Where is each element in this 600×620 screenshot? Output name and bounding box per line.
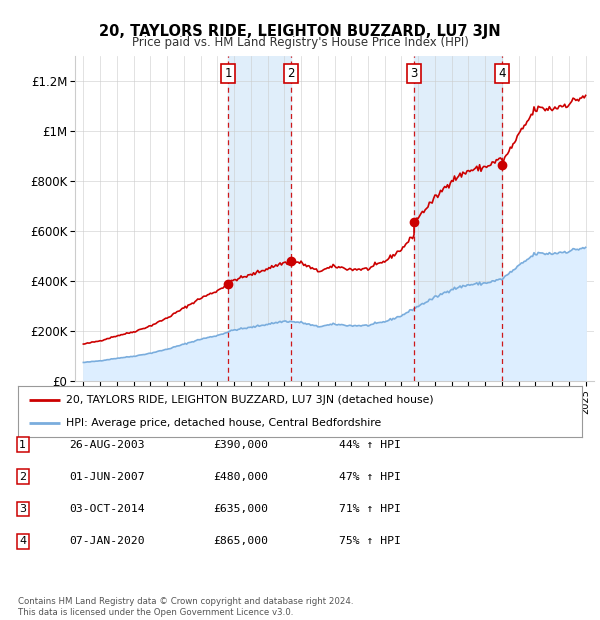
Text: 26-AUG-2003: 26-AUG-2003 bbox=[69, 440, 145, 450]
Text: Price paid vs. HM Land Registry's House Price Index (HPI): Price paid vs. HM Land Registry's House … bbox=[131, 36, 469, 49]
Text: 01-JUN-2007: 01-JUN-2007 bbox=[69, 472, 145, 482]
Text: 2: 2 bbox=[19, 472, 26, 482]
Text: 1: 1 bbox=[224, 67, 232, 80]
Text: 71% ↑ HPI: 71% ↑ HPI bbox=[339, 504, 401, 514]
Text: 07-JAN-2020: 07-JAN-2020 bbox=[69, 536, 145, 546]
Text: Contains HM Land Registry data © Crown copyright and database right 2024.
This d: Contains HM Land Registry data © Crown c… bbox=[18, 598, 353, 617]
Text: 3: 3 bbox=[410, 67, 418, 80]
Text: 20, TAYLORS RIDE, LEIGHTON BUZZARD, LU7 3JN: 20, TAYLORS RIDE, LEIGHTON BUZZARD, LU7 … bbox=[99, 24, 501, 38]
Text: 75% ↑ HPI: 75% ↑ HPI bbox=[339, 536, 401, 546]
Text: 44% ↑ HPI: 44% ↑ HPI bbox=[339, 440, 401, 450]
Text: £390,000: £390,000 bbox=[213, 440, 268, 450]
Text: 4: 4 bbox=[19, 536, 26, 546]
Bar bbox=[228, 56, 291, 381]
Text: 4: 4 bbox=[499, 67, 506, 80]
Text: HPI: Average price, detached house, Central Bedfordshire: HPI: Average price, detached house, Cent… bbox=[66, 418, 381, 428]
Text: 20, TAYLORS RIDE, LEIGHTON BUZZARD, LU7 3JN (detached house): 20, TAYLORS RIDE, LEIGHTON BUZZARD, LU7 … bbox=[66, 395, 434, 405]
Text: 47% ↑ HPI: 47% ↑ HPI bbox=[339, 472, 401, 482]
Text: 1: 1 bbox=[19, 440, 26, 450]
Text: £480,000: £480,000 bbox=[213, 472, 268, 482]
Text: £865,000: £865,000 bbox=[213, 536, 268, 546]
Bar bbox=[414, 56, 502, 381]
Text: 03-OCT-2014: 03-OCT-2014 bbox=[69, 504, 145, 514]
Text: £635,000: £635,000 bbox=[213, 504, 268, 514]
Text: 2: 2 bbox=[287, 67, 295, 80]
Text: 3: 3 bbox=[19, 504, 26, 514]
